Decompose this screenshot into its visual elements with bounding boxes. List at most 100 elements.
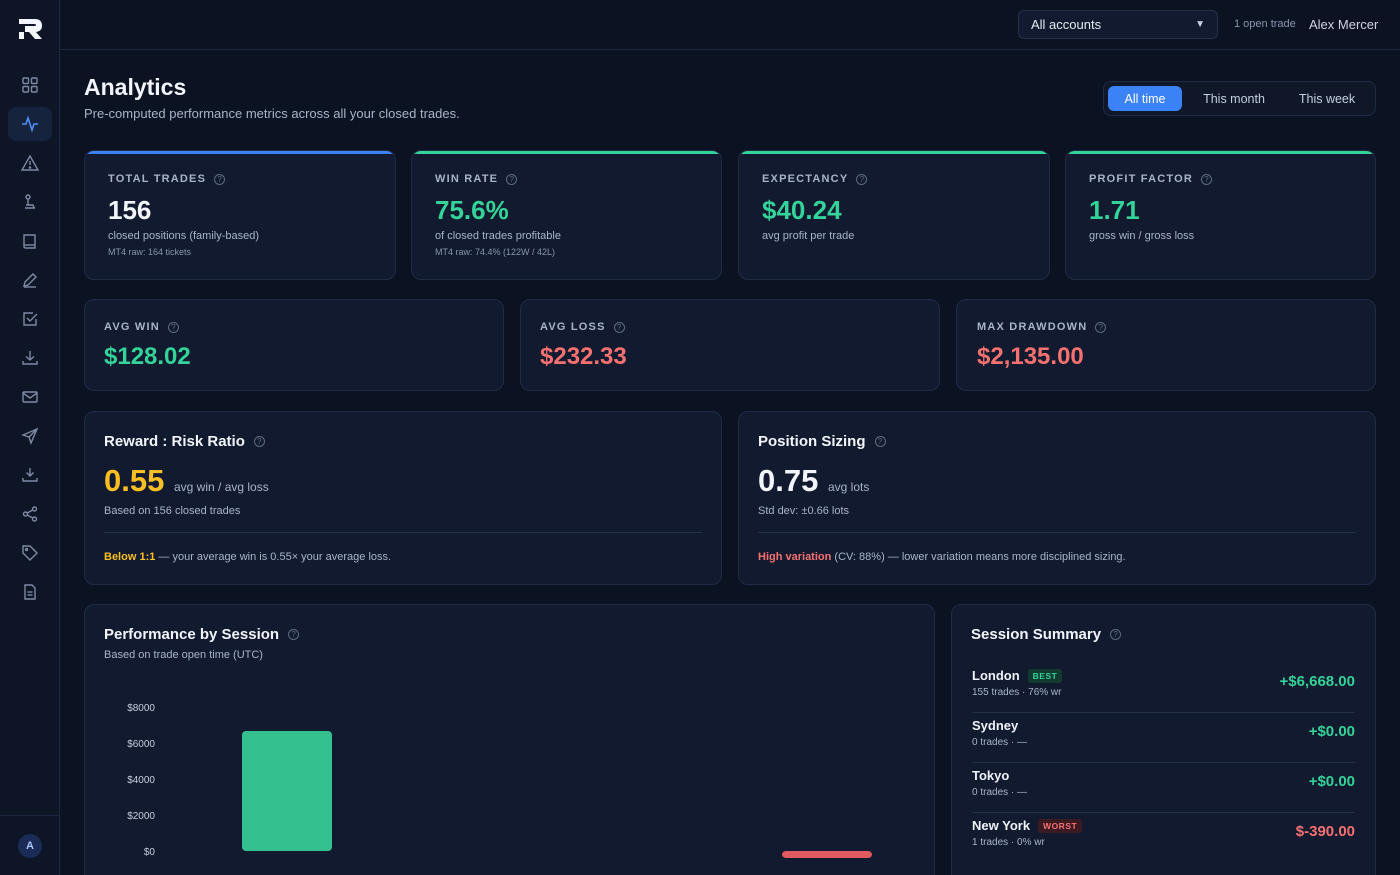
help-icon[interactable]: ? [506, 173, 518, 185]
help-icon[interactable]: ? [214, 173, 226, 185]
session-row-sydney[interactable]: Sydney 0 trades · — +$0.00 [972, 713, 1355, 763]
reward-risk-note-strong: Below 1:1 [104, 551, 156, 563]
nav-dashboard-icon[interactable] [8, 68, 52, 102]
help-icon[interactable]: ? [1110, 629, 1122, 640]
stat-label: MAX DRAWDOWN ? [977, 321, 1107, 333]
session-bar-new-york[interactable] [782, 851, 872, 859]
tab-this-week[interactable]: This week [1298, 91, 1356, 106]
session-meta: 1 trades · 0% wr [972, 837, 1045, 848]
nav-download-tray-icon[interactable] [8, 458, 52, 492]
card-accent-bar [412, 151, 721, 154]
position-sizing-note-strong: High variation [758, 551, 832, 563]
profit-factor-card: PROFIT FACTOR ? 1.71 gross win / gross l… [1065, 150, 1376, 280]
panel-title: Reward : Risk Ratio ? [104, 433, 265, 450]
nav-analytics-icon[interactable] [8, 107, 52, 141]
win-rate-raw: MT4 raw: 74.4% (122W / 42L) [435, 247, 556, 257]
expectancy-value: $40.24 [762, 195, 842, 225]
help-icon[interactable]: ? [288, 629, 300, 640]
stat-label: AVG LOSS ? [540, 321, 625, 333]
session-name: Sydney [972, 718, 1018, 733]
total-trades-label: TOTAL TRADES [108, 173, 207, 185]
panel-title: Session Summary ? [971, 626, 1122, 643]
topbar: All accounts ▼ 1 open trade Alex Mercer [60, 0, 1400, 50]
chevron-down-icon: ▼ [1195, 19, 1205, 30]
y-tick-label: $2000 [127, 811, 155, 822]
help-icon[interactable]: ? [874, 436, 886, 447]
worst-badge: WORST [1038, 818, 1083, 833]
stat-label: AVG WIN ? [104, 321, 179, 333]
session-summary-panel: Session Summary ? London BEST 155 trades… [951, 604, 1376, 875]
session-row-new-york[interactable]: New York WORST 1 trades · 0% wr $-390.00 [972, 813, 1355, 863]
panel-title: Performance by Session ? [104, 626, 300, 643]
help-icon[interactable]: ? [613, 321, 625, 333]
session-pnl: +$0.00 [1308, 723, 1355, 740]
total-trades-sub: closed positions (family-based) [108, 230, 260, 242]
expectancy-card: EXPECTANCY ? $40.24 avg profit per trade [738, 150, 1050, 280]
session-name-text: Sydney [972, 718, 1019, 733]
help-icon[interactable]: ? [253, 436, 265, 447]
help-icon[interactable]: ? [856, 173, 868, 185]
tab-all-time[interactable]: All time [1108, 86, 1182, 111]
nav-book-icon[interactable] [8, 224, 52, 258]
session-row-london[interactable]: London BEST 155 trades · 76% wr +$6,668.… [972, 663, 1355, 713]
expectancy-sub: avg profit per trade [762, 230, 855, 242]
open-trades-count[interactable]: 1 open trade [1234, 18, 1296, 30]
y-tick-label: $4000 [127, 775, 155, 786]
nav-pen-icon[interactable] [8, 263, 52, 297]
session-chart-panel: Performance by Session ? Based on trade … [84, 604, 935, 875]
nav-send-icon[interactable] [8, 419, 52, 453]
nav-tag-icon[interactable] [8, 536, 52, 570]
panel-divider [104, 532, 702, 533]
row-divider [972, 712, 1355, 713]
avatar[interactable]: A [18, 834, 42, 858]
win-rate-label: WIN RATE [435, 173, 499, 185]
nav-chess-piece-icon[interactable] [8, 185, 52, 219]
stat-label: PROFIT FACTOR ? [1089, 173, 1213, 185]
max-drawdown-card: MAX DRAWDOWN ? $2,135.00 [956, 299, 1376, 391]
session-name: Tokyo [972, 768, 1009, 783]
avg-win-value: $128.02 [104, 343, 191, 370]
stat-label: TOTAL TRADES ? [108, 173, 226, 185]
session-name-text: Tokyo [972, 768, 1010, 783]
position-sizing-value: 0.75 [758, 463, 819, 498]
session-pnl: +$6,668.00 [1279, 673, 1356, 690]
session-meta: 0 trades · — [972, 737, 1028, 748]
card-accent-bar [739, 151, 1049, 154]
nav-download-icon[interactable] [8, 341, 52, 375]
reward-risk-note: Below 1:1 — your average win is 0.55× yo… [104, 551, 391, 563]
session-row-tokyo[interactable]: Tokyo 0 trades · — +$0.00 [972, 763, 1355, 813]
win-rate-value: 75.6% [435, 195, 509, 225]
reward-risk-title: Reward : Risk Ratio [104, 433, 245, 450]
panel-title: Position Sizing ? [758, 433, 886, 450]
max-drawdown-label: MAX DRAWDOWN [977, 321, 1088, 333]
y-tick-label: $0 [144, 847, 156, 858]
page-title: Analytics [84, 74, 187, 100]
reward-risk-value: 0.55 [104, 463, 165, 498]
session-bar-london[interactable] [242, 730, 332, 851]
reward-risk-panel: Reward : Risk Ratio ? 0.55 avg win / avg… [84, 411, 722, 585]
session-meta: 155 trades · 76% wr [972, 687, 1062, 698]
y-tick-label: $6000 [127, 739, 155, 750]
nav-mail-icon[interactable] [8, 380, 52, 414]
session-name-text: New York [972, 818, 1031, 833]
account-select[interactable]: All accounts ▼ [1018, 10, 1218, 39]
help-icon[interactable]: ? [1095, 321, 1107, 333]
avg-loss-label: AVG LOSS [540, 321, 606, 333]
help-icon[interactable]: ? [1201, 173, 1213, 185]
nav-share-icon[interactable] [8, 497, 52, 531]
nav-warning-icon[interactable] [8, 146, 52, 180]
time-range-tabs: All time This month This week [1103, 81, 1376, 116]
max-drawdown-value: $2,135.00 [977, 343, 1084, 370]
sidebar-divider [0, 815, 60, 816]
nav-checkbox-icon[interactable] [8, 302, 52, 336]
session-summary-title: Session Summary [971, 626, 1102, 643]
user-name[interactable]: Alex Mercer [1309, 17, 1379, 32]
help-icon[interactable]: ? [167, 321, 179, 333]
win-rate-sub: of closed trades profitable [435, 230, 561, 242]
session-bar-chart: $8000 $6000 $4000 $2000 $0 [127, 703, 872, 859]
app-logo[interactable] [17, 17, 44, 41]
row-divider [972, 762, 1355, 763]
tab-this-month[interactable]: This month [1203, 91, 1265, 106]
nav-document-icon[interactable] [8, 575, 52, 609]
best-badge: BEST [1027, 668, 1063, 683]
